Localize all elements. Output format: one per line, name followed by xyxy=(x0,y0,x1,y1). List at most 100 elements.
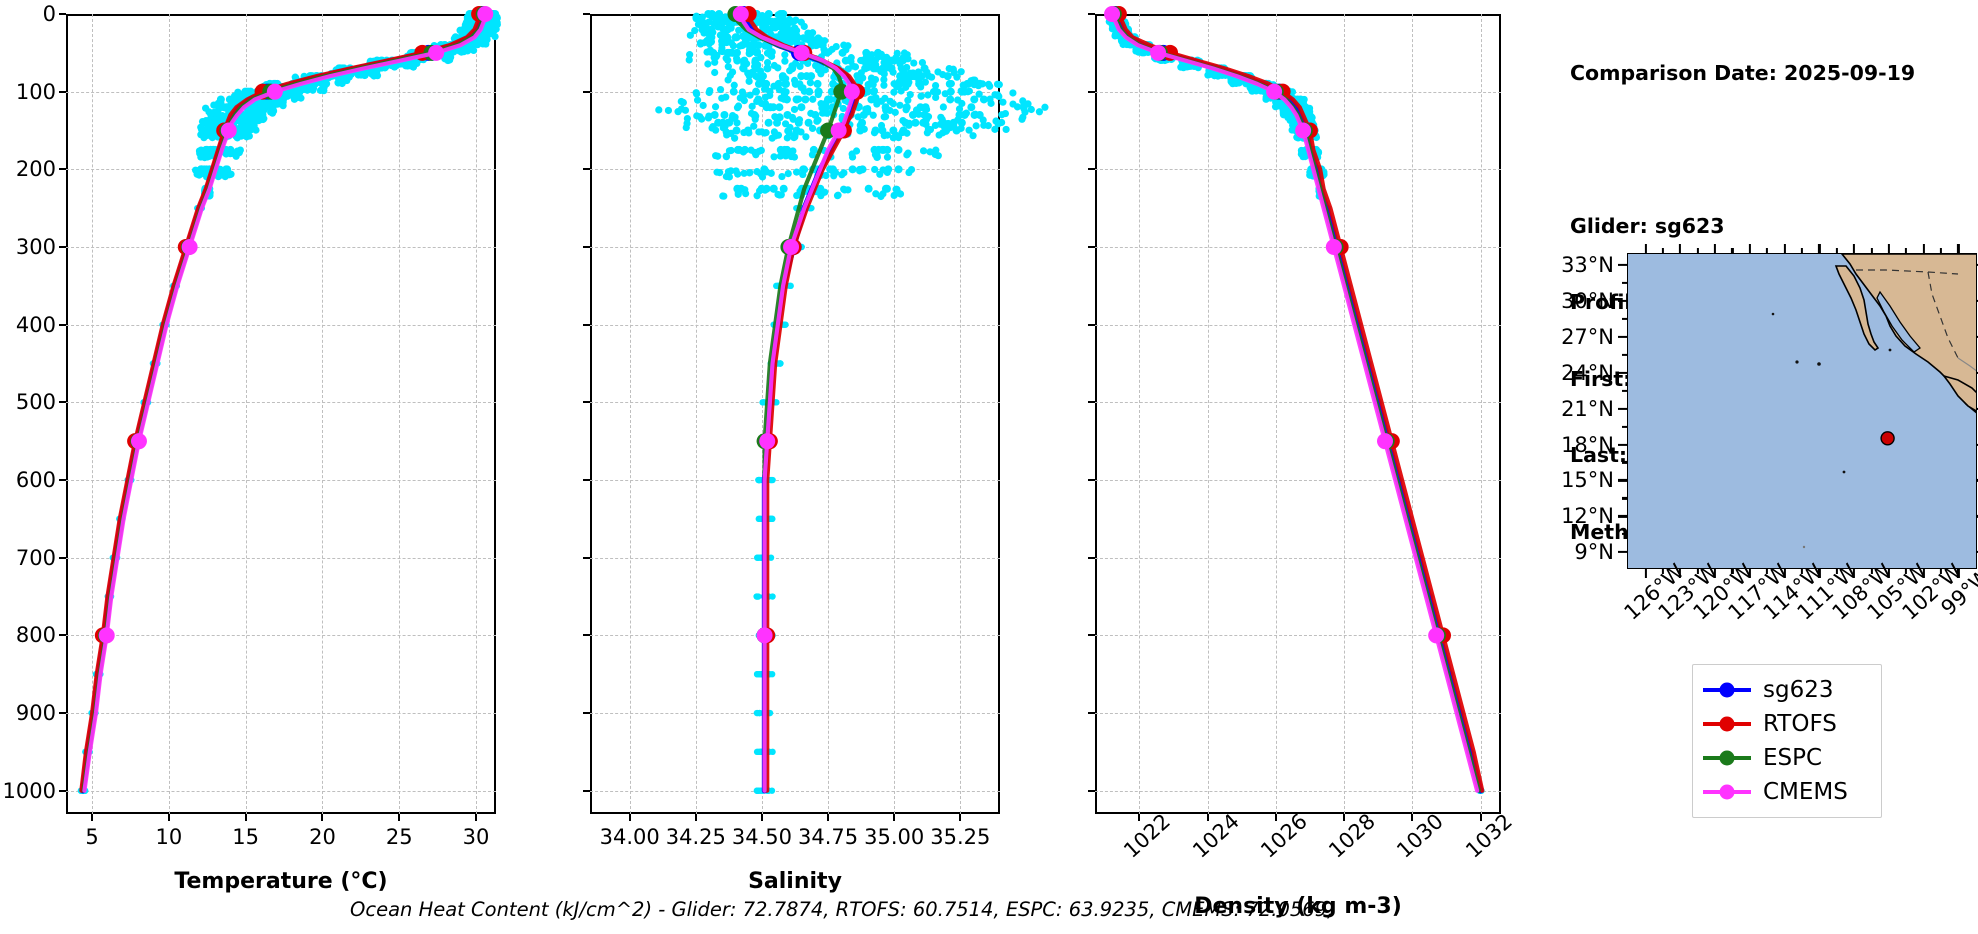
gridline-horizontal xyxy=(66,324,496,326)
profile-marker xyxy=(1325,239,1342,256)
density-profile-panel: 1022 1024 1026 1028 1030 1032 Density (kg m-3… xyxy=(1088,6,1516,919)
gridline-vertical xyxy=(168,14,170,814)
depth-tick-label: 600 xyxy=(15,468,56,493)
map-longitude-tick-top xyxy=(1818,244,1821,253)
gridline-vertical xyxy=(1139,14,1141,814)
value-tick-mark xyxy=(628,814,631,821)
map-longitude-tick-top xyxy=(1887,244,1890,253)
map-latitude-tick xyxy=(1618,335,1627,338)
depth-tick-mark xyxy=(1088,789,1095,792)
glider-name-text: Glider: sg623 xyxy=(1570,213,1725,238)
legend-label: sg623 xyxy=(1763,677,1834,703)
depth-tick-mark xyxy=(1088,246,1095,248)
map-longitude-tick xyxy=(1922,569,1925,578)
map-latitude-label: 27°N xyxy=(1561,324,1614,349)
value-tick-mark xyxy=(321,814,324,821)
profile-line xyxy=(1109,11,1480,793)
depth-tick-mark xyxy=(59,13,66,15)
depth-tick-mark xyxy=(1088,479,1095,482)
map-latitude-tick xyxy=(1618,263,1627,267)
map-longitude-tick xyxy=(1957,569,1960,578)
map-longitude-minor-tick xyxy=(1870,569,1873,574)
glider-location-map[interactable]: 126°W 123°W 120°W 117°W 114°W 111°W 108°W 105°W… xyxy=(1561,244,1978,625)
map-latitude-label: 12°N xyxy=(1561,504,1614,529)
map-latitude-minor-tick xyxy=(1622,317,1627,320)
gridline-vertical xyxy=(828,14,830,814)
depth-tick-mark xyxy=(583,323,590,326)
temperature-profile-panel: 0 100 200 300 400 500 600 700 800 900 1000 5 10 15 20 2… xyxy=(3,2,501,894)
depth-tick-label: 500 xyxy=(15,390,56,415)
value-tick-mark xyxy=(959,814,962,821)
value-tick-label: 1024 xyxy=(1187,809,1244,863)
density-series-canvas xyxy=(1104,6,1485,794)
gridline-vertical xyxy=(399,14,401,814)
gridline-horizontal xyxy=(66,169,496,171)
legend-line-swatch xyxy=(1703,716,1751,732)
legend-line-swatch xyxy=(1703,750,1751,766)
depth-tick-mark xyxy=(583,789,590,792)
gridline-horizontal xyxy=(66,480,496,482)
map-longitude-minor-tick xyxy=(1731,569,1734,574)
value-tick-label: 1022 xyxy=(1119,809,1176,863)
legend-marker-dot xyxy=(1719,682,1735,698)
map-latitude-label: 15°N xyxy=(1561,468,1614,493)
map-longitude-minor-tick xyxy=(1939,569,1943,574)
profile-line xyxy=(738,11,854,793)
value-tick-label: 25 xyxy=(385,825,413,849)
gridline-vertical xyxy=(761,14,763,814)
value-tick-mark xyxy=(1343,814,1346,821)
map-longitude-tick xyxy=(1783,569,1786,578)
profile-marker xyxy=(98,627,115,644)
glider-observation-scatter xyxy=(1105,10,1485,794)
depth-tick-mark xyxy=(59,556,66,559)
map-longitude-minor-tick xyxy=(1696,569,1699,574)
depth-tick-mark xyxy=(583,634,590,637)
map-latitude-minor-tick xyxy=(1622,461,1627,464)
glider-position-marker[interactable] xyxy=(1880,431,1895,446)
gridline-horizontal xyxy=(590,480,1000,482)
profile-line xyxy=(82,11,488,793)
depth-tick-label: 1000 xyxy=(2,778,56,803)
gridline-horizontal xyxy=(1095,790,1501,792)
depth-tick-mark xyxy=(1088,323,1095,326)
depth-tick-label: 900 xyxy=(15,701,56,726)
map-latitude-label: 33°N xyxy=(1561,252,1614,277)
map-latitude-tick xyxy=(1618,515,1627,518)
gridline-horizontal xyxy=(66,790,496,792)
map-longitude-tick-top xyxy=(1644,244,1647,253)
gridline-vertical xyxy=(92,14,94,814)
profile-marker xyxy=(1377,433,1393,450)
gridline-horizontal xyxy=(590,557,1000,559)
legend-item-sg623[interactable]: sg623 xyxy=(1703,673,1867,707)
value-tick-mark xyxy=(1138,814,1141,821)
glider-observation-scatter xyxy=(77,10,501,794)
map-longitude-tick xyxy=(1853,569,1856,578)
model-legend: sg623 RTOFS ESPC CMEMS xyxy=(1692,664,1882,818)
value-tick-mark xyxy=(827,814,830,821)
density-axis-label: Density (kg m-3) xyxy=(1194,894,1402,919)
gridline-vertical xyxy=(695,14,697,814)
legend-marker-dot xyxy=(1719,750,1735,766)
value-tick-label: 34.50 xyxy=(731,825,792,849)
depth-tick-mark xyxy=(1088,90,1095,93)
profile-marker xyxy=(793,44,810,61)
map-latitude-label: 21°N xyxy=(1561,396,1614,421)
gridline-horizontal xyxy=(1095,402,1501,404)
map-longitude-minor-tick-top xyxy=(1800,248,1804,253)
depth-tick-mark xyxy=(59,168,66,171)
glider-observation-scatter xyxy=(655,10,1049,794)
map-latitude-minor-tick xyxy=(1622,425,1627,428)
depth-tick-mark xyxy=(59,246,66,248)
gridline-vertical xyxy=(1480,14,1482,814)
map-longitude-minor-tick-top xyxy=(1870,248,1873,253)
legend-item-espc[interactable]: ESPC xyxy=(1703,741,1867,775)
value-tick-label: 1026 xyxy=(1255,809,1312,863)
legend-item-rtofs[interactable]: RTOFS xyxy=(1703,707,1867,741)
salinity-plot-box xyxy=(590,14,1000,814)
gridline-horizontal xyxy=(1095,169,1501,171)
value-tick-mark xyxy=(475,814,478,821)
legend-item-cmems[interactable]: CMEMS xyxy=(1703,775,1867,809)
profile-series-cmems xyxy=(732,6,860,793)
gridline-vertical xyxy=(476,14,478,814)
